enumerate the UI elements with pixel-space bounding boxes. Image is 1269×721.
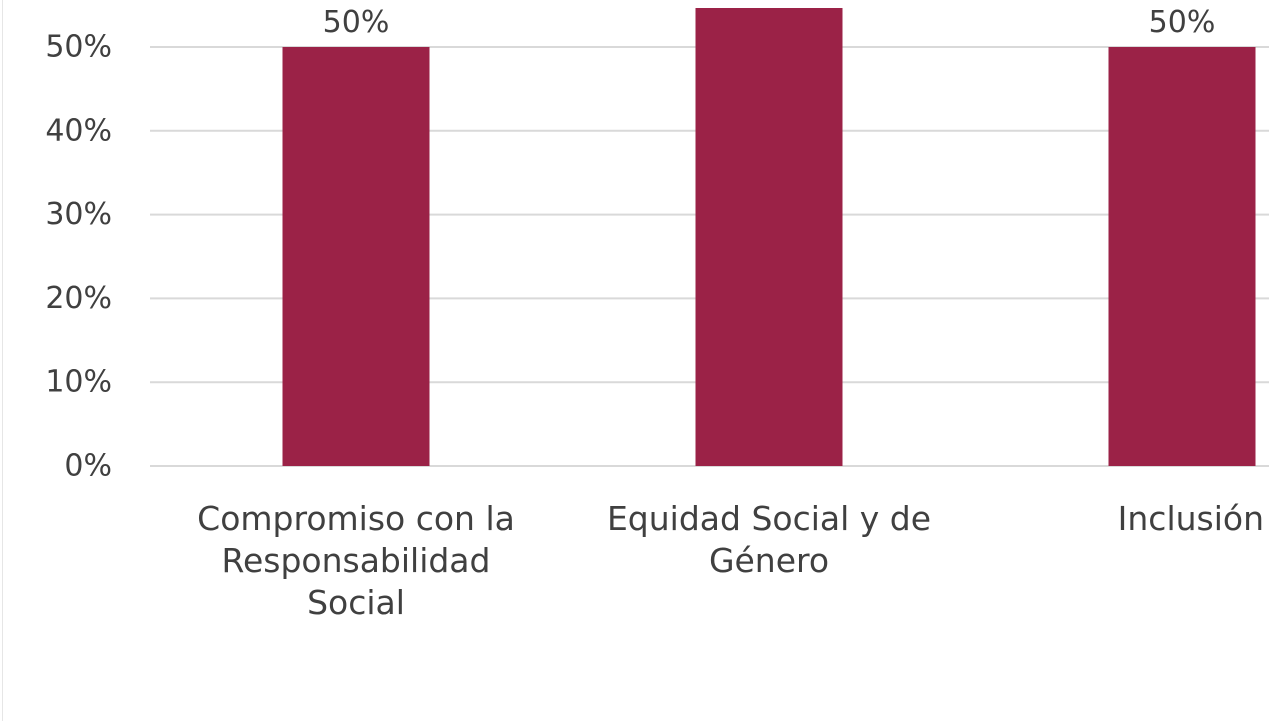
category-label-line: Responsabilidad xyxy=(222,541,491,580)
category-label-1: Compromiso con la Responsabilidad Social xyxy=(197,499,515,622)
bars xyxy=(282,8,1256,466)
data-labels: 50% 50% xyxy=(323,5,1216,40)
data-label-3: 50% xyxy=(1149,5,1216,40)
category-label-2: Equidad Social y de Género xyxy=(607,499,931,580)
category-label-3: Inclusión xyxy=(1118,499,1264,538)
bar-1 xyxy=(282,47,430,466)
data-label-1: 50% xyxy=(323,5,390,40)
category-label-line: Inclusión xyxy=(1118,499,1264,538)
category-label-line: Social xyxy=(307,583,405,622)
y-tick-label: 20% xyxy=(45,281,112,316)
chart-left-border xyxy=(2,0,3,721)
y-tick-label: 40% xyxy=(45,113,112,148)
category-label-line: Compromiso con la xyxy=(197,499,515,538)
y-axis-tick-labels: 0% 10% 20% 30% 40% 50% xyxy=(45,30,112,484)
y-tick-label: 0% xyxy=(64,449,112,484)
y-tick-label: 50% xyxy=(45,30,112,65)
bar-3 xyxy=(1108,47,1256,466)
category-label-line: Género xyxy=(709,541,829,580)
y-tick-label: 30% xyxy=(45,197,112,232)
x-axis-category-labels: Compromiso con la Responsabilidad Social Eq… xyxy=(197,499,1264,622)
y-tick-label: 10% xyxy=(45,365,112,400)
bar-2 xyxy=(695,8,843,466)
category-label-line: Equidad Social y de xyxy=(607,499,931,538)
